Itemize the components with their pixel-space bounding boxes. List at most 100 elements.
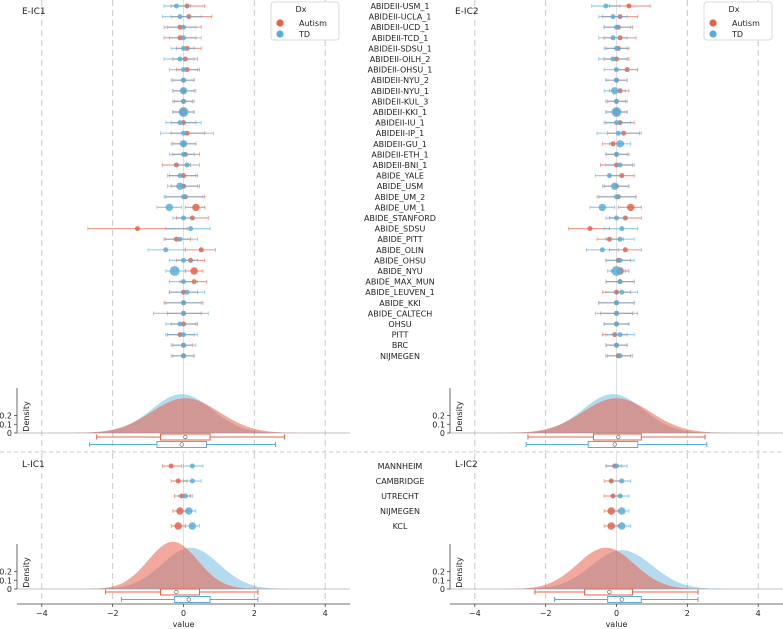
legend-label: TD bbox=[731, 30, 743, 39]
legend-marker-autism bbox=[709, 19, 717, 27]
mean-point bbox=[181, 151, 186, 157]
mean-point bbox=[617, 353, 623, 359]
mean-point bbox=[184, 162, 190, 168]
mean-point bbox=[189, 463, 195, 469]
mean-point bbox=[188, 226, 194, 232]
legend-label: Autism bbox=[732, 19, 760, 28]
x-axis-label: value bbox=[606, 620, 628, 629]
box-iqr bbox=[592, 433, 642, 441]
density-ylabel: Density bbox=[22, 557, 31, 588]
site-label: ABIDEII-ETH_1 bbox=[371, 150, 428, 159]
mean-point bbox=[618, 522, 626, 530]
mean-point bbox=[181, 353, 186, 359]
legend: Dx Autism TD bbox=[270, 1, 340, 41]
mean-point bbox=[176, 182, 184, 190]
mean-point bbox=[177, 236, 183, 242]
legend-box bbox=[270, 1, 340, 41]
site-label: ABIDE_CALTECH bbox=[368, 309, 433, 318]
site-label: MANNHEIM bbox=[378, 462, 423, 471]
mean-point bbox=[179, 140, 188, 148]
site-label: NIJMEGEN bbox=[380, 352, 420, 361]
mean-point bbox=[165, 203, 174, 212]
mean-point bbox=[614, 120, 619, 126]
mean-point bbox=[603, 3, 609, 9]
site-label: ABIDEII-OHSU_1 bbox=[368, 66, 433, 75]
mean-point bbox=[173, 3, 179, 9]
x-tick-label: −4 bbox=[469, 609, 481, 618]
mean-point bbox=[182, 493, 188, 499]
mean-point bbox=[614, 310, 619, 316]
mean-point bbox=[617, 236, 623, 242]
density-autism bbox=[450, 547, 783, 589]
site-label: ABIDEII-SDSU_1 bbox=[368, 44, 431, 53]
site-label: ABIDE_UM_2 bbox=[375, 193, 425, 202]
mean-point bbox=[614, 151, 619, 157]
box-median bbox=[619, 597, 624, 602]
x-tick-label: 4 bbox=[756, 609, 761, 618]
mean-point bbox=[611, 182, 619, 190]
site-label: PITT bbox=[392, 331, 409, 340]
box-median bbox=[607, 589, 612, 595]
mean-point bbox=[611, 266, 622, 276]
mean-point bbox=[181, 300, 186, 306]
site-label: ABIDEII-BNI_1 bbox=[373, 161, 428, 170]
mean-point bbox=[181, 279, 186, 285]
mean-point bbox=[614, 67, 619, 73]
mean-point bbox=[177, 120, 183, 126]
density-autism bbox=[450, 398, 783, 433]
density-ytick-label: 0.2 bbox=[432, 412, 445, 421]
site-label: ABIDE_YALE bbox=[376, 172, 424, 181]
x-axis-label: value bbox=[173, 620, 195, 629]
mean-point bbox=[614, 98, 619, 104]
box-iqr bbox=[159, 588, 200, 596]
mean-point bbox=[184, 289, 190, 295]
mean-point bbox=[626, 203, 635, 212]
mean-point bbox=[177, 56, 183, 62]
site-label: ABIDE_MAX_MUN bbox=[365, 278, 434, 287]
mean-point bbox=[177, 173, 183, 179]
mean-point bbox=[179, 87, 188, 95]
site-label: ABIDE_SDSU bbox=[375, 225, 426, 234]
legend-marker-td bbox=[709, 30, 717, 38]
mean-point bbox=[617, 162, 623, 168]
mean-point bbox=[174, 522, 182, 530]
box-median bbox=[612, 442, 617, 447]
mean-point bbox=[163, 247, 169, 253]
mean-point bbox=[181, 342, 186, 348]
density-ylabel: Density bbox=[455, 401, 464, 432]
panel-title: L-IC1 bbox=[22, 460, 45, 470]
box-median bbox=[186, 597, 191, 602]
mean-point bbox=[610, 56, 616, 62]
site-label: ABIDEII-IP_1 bbox=[376, 129, 424, 138]
box-iqr bbox=[174, 596, 211, 603]
mean-point bbox=[614, 300, 619, 306]
mean-point bbox=[611, 107, 622, 117]
density-ylabel: Density bbox=[455, 557, 464, 588]
mean-point bbox=[614, 215, 619, 221]
box-iqr bbox=[156, 441, 208, 448]
site-label: CAMBRIDGE bbox=[376, 477, 425, 486]
mean-point bbox=[192, 203, 200, 212]
density-ytick-label: 0 bbox=[7, 585, 12, 594]
density-ytick-label: 0.2 bbox=[432, 568, 445, 577]
mean-point bbox=[617, 279, 623, 285]
panel-title: E-IC1 bbox=[22, 7, 46, 17]
site-label: ABIDE_OHSU bbox=[374, 256, 426, 265]
legend-box bbox=[703, 1, 773, 41]
site-label: UTRECHT bbox=[381, 492, 419, 501]
site-label: ABIDE_KKI bbox=[379, 299, 420, 308]
legend-label: TD bbox=[298, 30, 310, 39]
mean-point bbox=[617, 332, 623, 338]
mean-point bbox=[181, 215, 186, 221]
mean-point bbox=[181, 332, 186, 338]
box-median bbox=[179, 442, 184, 447]
mean-point bbox=[610, 14, 616, 20]
mean-point bbox=[181, 67, 186, 73]
site-label: ABIDEII-IU_1 bbox=[375, 119, 424, 128]
box-iqr bbox=[584, 588, 633, 596]
mean-point bbox=[619, 289, 625, 295]
